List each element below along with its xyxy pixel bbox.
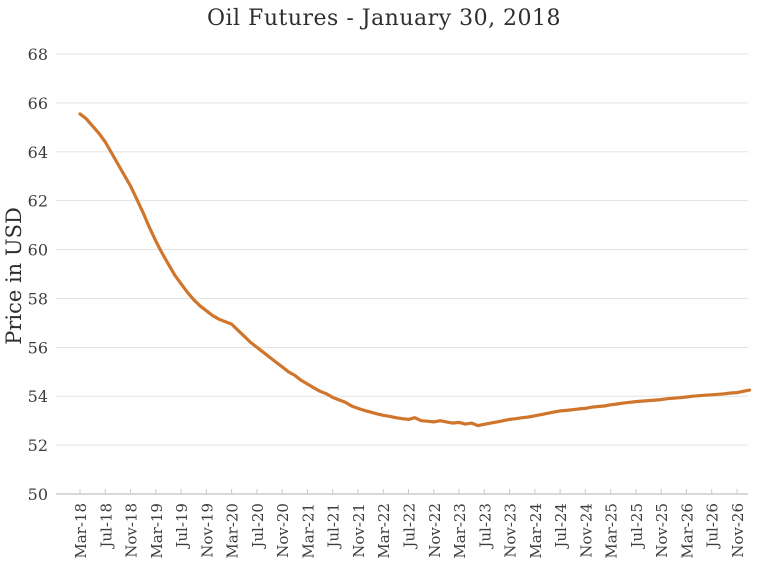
y-tick-label-62: 62 (28, 192, 48, 211)
y-tick-label-58: 58 (28, 289, 48, 308)
x-tick-label-Nov-21: Nov-21 (350, 503, 368, 558)
x-tick-label-Jul-19: Jul-19 (173, 503, 191, 550)
x-tick-label-Nov-20: Nov-20 (274, 503, 292, 558)
x-tick-label-Mar-20: Mar-20 (224, 503, 242, 559)
x-tick-label-Jul-23: Jul-23 (476, 503, 494, 550)
y-tick-label-54: 54 (28, 387, 48, 406)
y-tick-label-66: 66 (28, 94, 48, 113)
x-tick-label-Jul-20: Jul-20 (249, 503, 267, 550)
y-tick-label-64: 64 (28, 143, 48, 162)
x-tick-label-Mar-19: Mar-19 (148, 503, 166, 559)
x-tick-label-Nov-19: Nov-19 (198, 503, 216, 558)
x-tick-label-Nov-25: Nov-25 (653, 503, 671, 558)
y-tick-label-56: 56 (28, 338, 48, 357)
x-tick-label-Nov-26: Nov-26 (729, 503, 747, 558)
y-tick-label-68: 68 (28, 45, 48, 64)
x-tick-label-Mar-18: Mar-18 (72, 503, 90, 559)
x-tick-label-Nov-24: Nov-24 (577, 503, 595, 558)
x-tick-label-Jul-24: Jul-24 (552, 503, 570, 550)
x-tick-label-Mar-25: Mar-25 (603, 503, 621, 559)
x-tick-label-Mar-22: Mar-22 (375, 503, 393, 559)
x-tick-label-Mar-23: Mar-23 (451, 503, 469, 559)
x-tick-label-Jul-22: Jul-22 (401, 503, 419, 550)
x-tick-label-Jul-26: Jul-26 (704, 503, 722, 550)
y-axis-title: Price in USD (2, 207, 26, 345)
chart-title: Oil Futures - January 30, 2018 (206, 6, 562, 31)
x-tick-label-Mar-21: Mar-21 (299, 503, 317, 559)
x-tick-label-Nov-22: Nov-22 (426, 503, 444, 558)
oil-futures-line-series (78, 112, 752, 428)
x-tick-label-Mar-26: Mar-26 (678, 503, 696, 559)
x-tick-label-Jul-21: Jul-21 (325, 503, 343, 550)
x-tick-label-Jul-25: Jul-25 (628, 503, 646, 550)
x-tick-label-Nov-23: Nov-23 (502, 503, 520, 558)
x-tick-label-Nov-18: Nov-18 (123, 503, 141, 558)
y-tick-label-60: 60 (28, 241, 48, 260)
y-tick-label-50: 50 (28, 485, 48, 504)
x-tick-label-Mar-24: Mar-24 (527, 503, 545, 559)
x-tick-label-Jul-18: Jul-18 (97, 503, 115, 550)
y-tick-label-52: 52 (28, 436, 48, 455)
